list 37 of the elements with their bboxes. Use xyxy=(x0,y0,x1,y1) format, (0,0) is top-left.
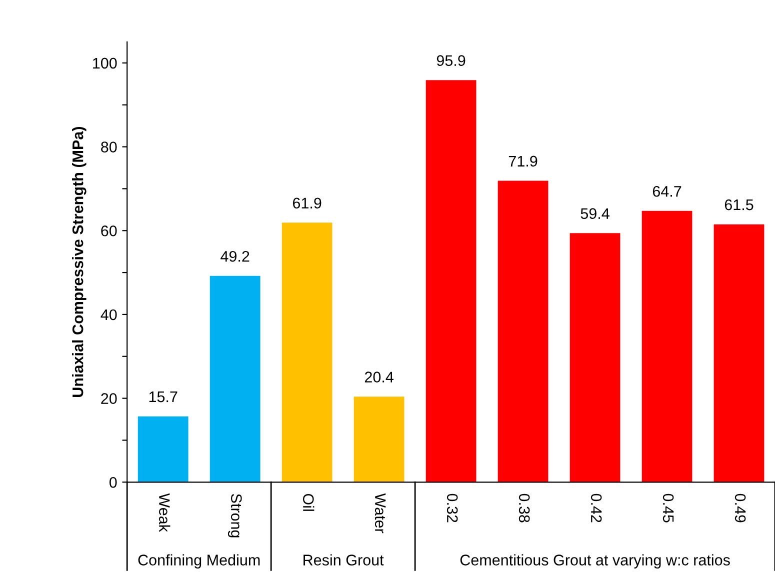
data-label: 59.4 xyxy=(580,208,610,220)
x-tick-label: Strong xyxy=(228,494,242,538)
bar xyxy=(138,416,188,482)
x-tick-label: Weak xyxy=(158,493,170,532)
y-tick-label: 60 xyxy=(101,225,117,236)
data-label: 15.7 xyxy=(149,392,178,402)
x-tick-label: 0.45 xyxy=(662,494,674,522)
data-label: 71.9 xyxy=(508,156,538,167)
bar xyxy=(714,224,764,482)
y-tick-label: 0 xyxy=(109,477,117,488)
bar xyxy=(210,276,260,482)
bar xyxy=(498,180,548,482)
x-tick-label: 0.49 xyxy=(734,494,746,522)
data-label: 20.4 xyxy=(364,372,394,382)
bar xyxy=(354,396,404,482)
x-tick-label: Oil xyxy=(302,494,314,511)
y-tick-label: 80 xyxy=(101,142,117,152)
text: Cementitious Grout at varying w:c ratios xyxy=(460,554,730,568)
x-tick-label: 0.32 xyxy=(446,494,458,522)
y-axis-title: Uniaxial Compressive Strength (MPa) xyxy=(72,126,86,397)
y-tick-label: 20 xyxy=(101,393,117,404)
y-tick-label: 100 xyxy=(93,58,117,69)
data-label: 95.9 xyxy=(436,55,466,66)
bar xyxy=(282,222,332,482)
x-tick-label: 0.42 xyxy=(590,494,602,522)
data-label: 61.9 xyxy=(292,198,322,209)
data-label: 64.7 xyxy=(652,186,682,197)
x-tick-label: 0.38 xyxy=(518,494,530,522)
text: Resin Grout xyxy=(304,554,384,566)
data-label: 61.5 xyxy=(724,199,754,210)
y-tick-label: 40 xyxy=(100,309,117,320)
x-tick-label: Water xyxy=(374,493,386,534)
bar xyxy=(570,233,620,482)
data-label: 49.2 xyxy=(220,250,250,262)
bar xyxy=(426,80,476,482)
bar xyxy=(642,210,692,482)
text: Confining Medium xyxy=(138,554,260,568)
